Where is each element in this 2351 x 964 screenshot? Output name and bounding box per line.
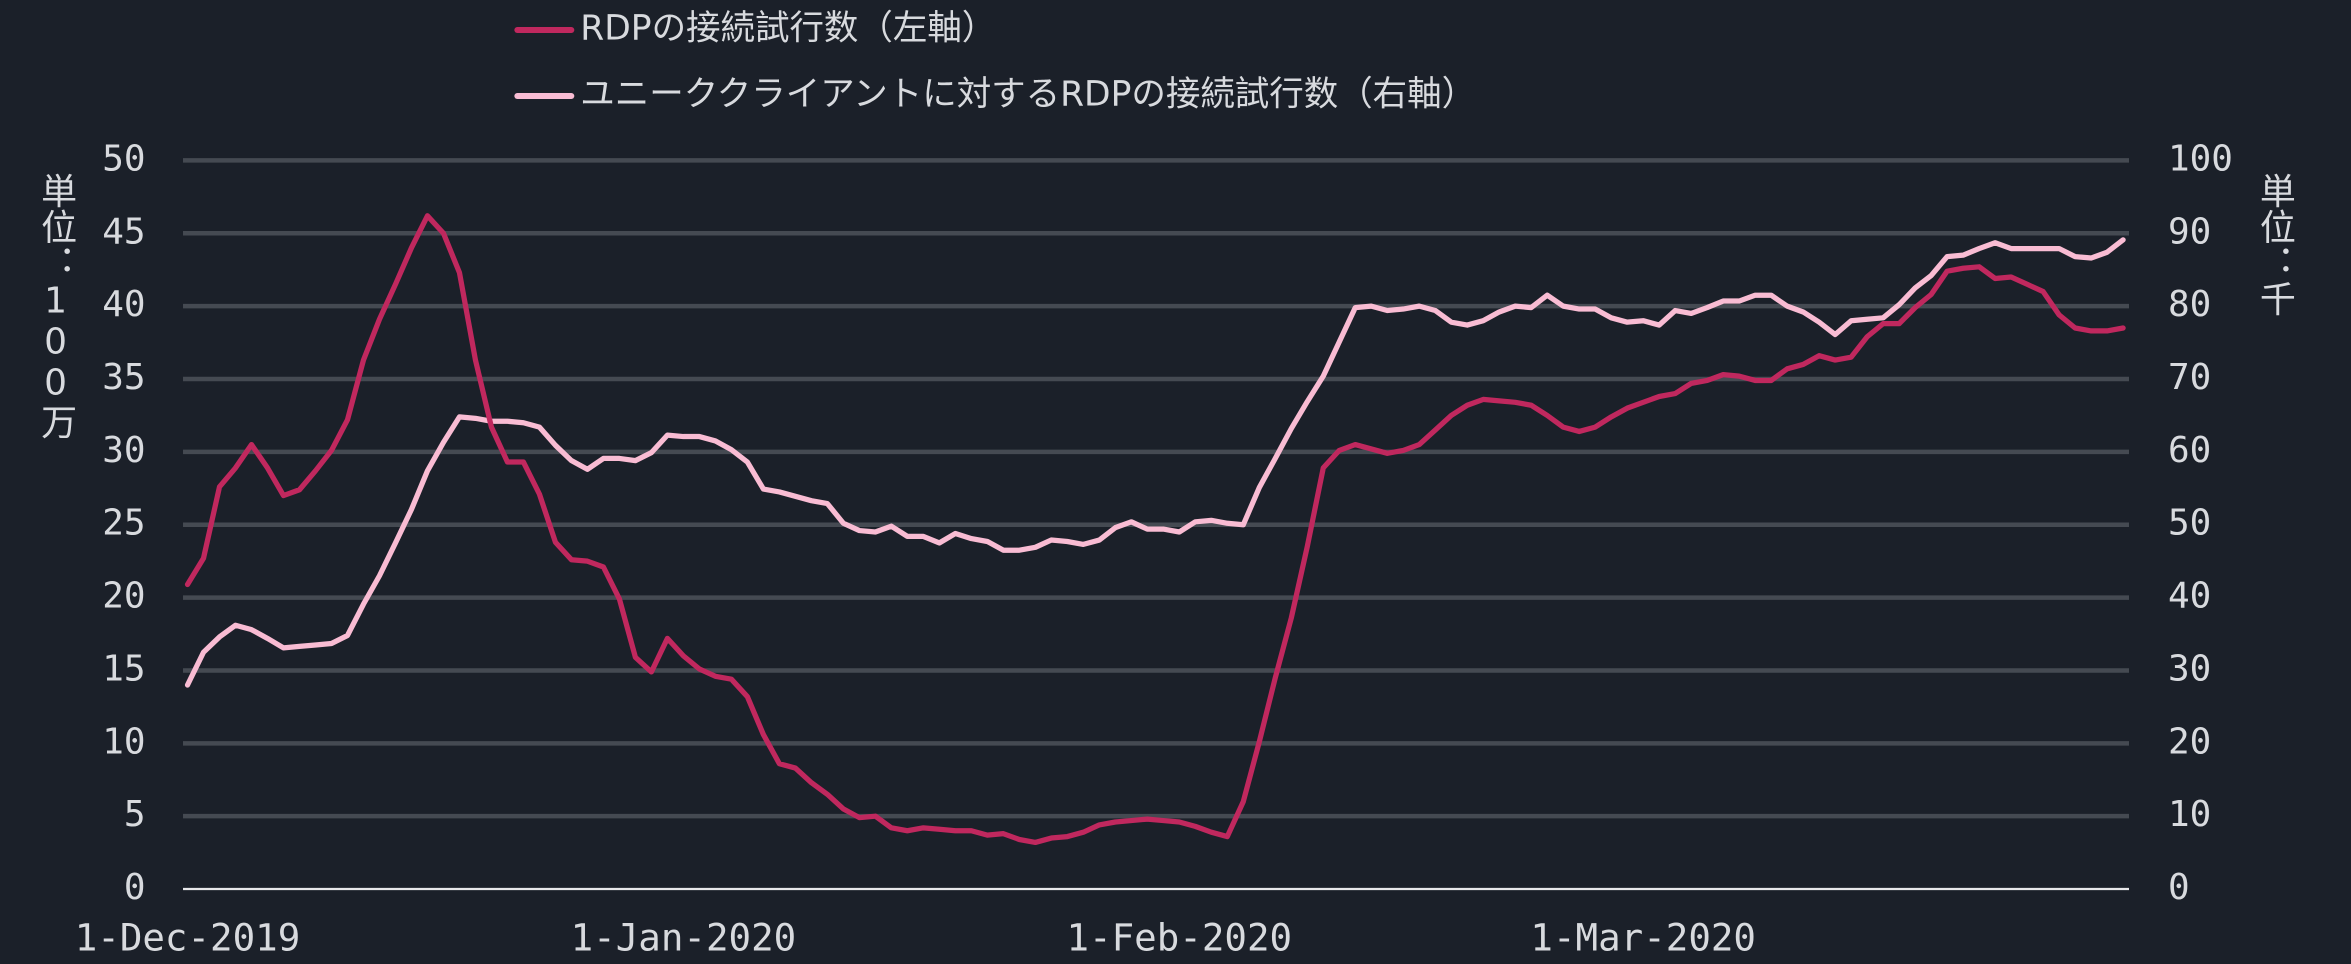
- y2-tick-label: 30: [2168, 648, 2211, 689]
- y-tick-label: 50: [102, 138, 145, 179]
- x-tick-label: 1-Jan-2020: [571, 916, 797, 960]
- y2-tick-label: 10: [2168, 794, 2211, 835]
- y2-tick-label: 90: [2168, 211, 2211, 252]
- y-tick-label: 30: [102, 430, 145, 471]
- y-tick-label: 5: [124, 794, 146, 835]
- y2-tick-label: 20: [2168, 721, 2211, 762]
- y2-axis-title: 単位：千: [2254, 172, 2295, 316]
- y-axis-title: 単位：100万: [35, 172, 76, 439]
- y2-tick-label: 100: [2168, 138, 2233, 179]
- y-tick-label: 35: [102, 357, 145, 398]
- legend-label: ユニーククライアントに対するRDPの接続試行数（右軸）: [580, 74, 1476, 114]
- y2-tick-label: 70: [2168, 357, 2211, 398]
- x-tick-label: 1-Feb-2020: [1067, 916, 1293, 960]
- y-tick-label: 20: [102, 576, 145, 617]
- y2-tick-label: 0: [2168, 867, 2190, 908]
- y2-tick-label: 40: [2168, 576, 2211, 617]
- y-tick-label: 15: [102, 648, 145, 689]
- x-tick-label: 1-Dec-2019: [75, 916, 301, 960]
- legend-label: RDPの接続試行数（左軸）: [580, 8, 996, 48]
- y-tick-label: 0: [124, 867, 146, 908]
- line-series: [184, 213, 2126, 846]
- x-tick-label: 1-Mar-2020: [1530, 916, 1756, 960]
- y-tick-label: 25: [102, 503, 145, 544]
- y-tick-label: 45: [102, 211, 145, 252]
- y-tick-label: 40: [102, 284, 145, 325]
- y2-tick-label: 80: [2168, 284, 2211, 325]
- y-tick-label: 10: [102, 721, 145, 762]
- line-series: [184, 237, 2126, 688]
- y2-tick-label: 50: [2168, 503, 2211, 544]
- y2-tick-label: 60: [2168, 430, 2211, 471]
